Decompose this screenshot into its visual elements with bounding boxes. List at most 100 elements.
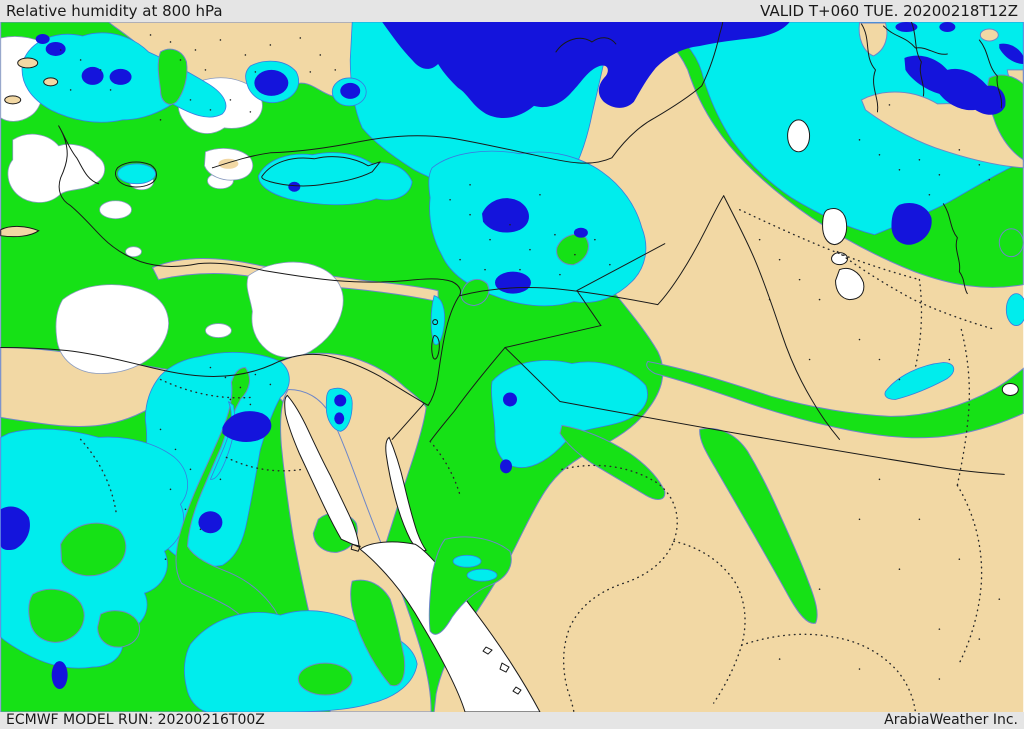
egypt-israel-border [391, 402, 425, 440]
egypt-blue-2 [198, 511, 223, 534]
dotted-border-saudi-5 [956, 484, 983, 664]
ne-blue-top-2 [939, 22, 956, 32]
tigris-river [942, 203, 968, 295]
dotted-border-iraq-north [738, 209, 921, 281]
syria-blue-2 [495, 271, 531, 294]
med-white-small-1 [99, 200, 132, 220]
nw-saudi-blue-1 [503, 392, 517, 407]
lake-razzaza [835, 267, 865, 301]
saudi-green-tongue-long [699, 427, 818, 624]
right-edge-green-oval [998, 228, 1024, 258]
ne-blue-cluster [904, 55, 1006, 115]
lake-urmia [787, 119, 811, 153]
turkey-iraq-iran-border [657, 195, 725, 306]
crimea-coastline [555, 37, 617, 53]
dead-sea-outline [431, 319, 440, 360]
dotted-border-saudi-1 [561, 464, 678, 712]
aqaba-coast-green [428, 536, 512, 635]
sea-and-lakes-layer [0, 57, 1019, 712]
dotted-border-sinai [429, 440, 461, 497]
blue-humidity-layer [0, 22, 1024, 690]
ne-blue-right-edge [999, 43, 1024, 64]
black-sea-blue-mass [382, 22, 790, 119]
saudi-band-cyan-sliver [884, 362, 955, 400]
syria-blue-3 [573, 227, 588, 238]
aqaba-green-cyan-sliver-2 [466, 568, 498, 582]
east-med-white-west [55, 284, 169, 374]
crete-island [0, 225, 40, 238]
georgia-coast [701, 22, 724, 87]
anatolia-blue-5 [254, 69, 289, 96]
dotted-border-egypt-3 [79, 438, 118, 516]
aegean-island-3 [4, 95, 22, 105]
bottom-cyan-band [184, 610, 418, 712]
turkey-syria-border [459, 287, 659, 306]
egypt-green-core-3 [97, 610, 140, 648]
aegean-island-1 [17, 57, 39, 69]
anatolia-blue-6 [340, 82, 361, 99]
dotted-border-egypt-2 [225, 456, 304, 472]
saudi-green-tongue-short [559, 424, 666, 500]
dotted-border-iraq-south [836, 250, 996, 331]
nw-saudi-blue-2 [500, 459, 512, 474]
saudi-green-band [646, 360, 1024, 439]
bottom-green-core [297, 662, 353, 696]
east-med-white-east [246, 261, 344, 358]
green-cores-in-cyan [28, 48, 589, 648]
dotted-border-saudi-4 [956, 328, 971, 487]
anatolia-blue-1 [35, 33, 50, 44]
footer-bar: ECMWF MODEL RUN: 20200216T00Z ArabiaWeat… [0, 712, 1024, 729]
syria-blue-1 [482, 198, 529, 233]
levant-coast-cyan-sliver [430, 295, 445, 345]
med-white-small-3 [205, 323, 232, 338]
ne-river-squiggle-1 [910, 22, 925, 97]
aegean-island-2 [43, 77, 59, 87]
jordan-iraq-border [576, 290, 602, 327]
right-edge-cyan-sliver [1005, 293, 1024, 326]
red-sea [359, 541, 541, 712]
caucasus-border-2 [882, 25, 948, 55]
egypt-blue-1 [222, 411, 272, 443]
saudi-white-pan [1001, 382, 1019, 396]
nw-saudi-cyan-wedge [491, 360, 648, 468]
ne-dry-oval [979, 28, 999, 42]
marmara-cyan [117, 163, 156, 185]
map-canvas [0, 22, 1024, 712]
lake-tharthar [822, 208, 848, 246]
syria-cyan-mass [428, 150, 647, 307]
caucasus-border-1 [860, 23, 879, 113]
header-bar: Relative humidity at 800 hPa VALID T+060… [0, 0, 1024, 22]
dotted-border-saudi-2 [673, 540, 746, 704]
red-sea-islets [350, 543, 522, 695]
sinai-blue-1 [334, 394, 347, 407]
white-dry-patches [0, 23, 681, 374]
turkey-levant-egypt-coastline [0, 85, 703, 406]
southwest-aegean-white [7, 133, 105, 203]
model-run-label: ECMWF MODEL RUN: 20200216T00Z [6, 712, 265, 728]
ne-dry-corner [858, 22, 888, 57]
anatolia-blue-2 [45, 41, 66, 56]
iran-iraq-border [723, 195, 841, 440]
map-speckles [59, 34, 1001, 680]
admin-borders-dotted [79, 209, 996, 712]
egypt-green-core-1 [60, 522, 127, 577]
cyprus-cyan [257, 152, 413, 206]
coastlines-and-borders [0, 22, 1005, 695]
gulf-of-suez [284, 394, 360, 549]
sinai-blue-2 [334, 412, 345, 425]
lake-habbaniyah [831, 252, 849, 266]
syria-green-core-2 [556, 234, 589, 266]
egypt-blue-south [51, 661, 68, 690]
cyprus-blue-dot [288, 181, 301, 192]
ne-blue-south [891, 202, 932, 245]
egypt-green-core-2 [28, 588, 85, 643]
saudi-iraq-border [559, 400, 1005, 475]
aqaba-green-cyan-sliver-1 [452, 554, 482, 568]
humidity-map-svg [0, 22, 1024, 712]
ne-river-squiggle-2 [978, 39, 1003, 109]
med-white-small-2 [125, 246, 142, 258]
jordan-west-border [429, 347, 506, 442]
egypt-red-sea-coast-green [350, 579, 406, 687]
credit-label: ArabiaWeather Inc. [884, 712, 1018, 728]
